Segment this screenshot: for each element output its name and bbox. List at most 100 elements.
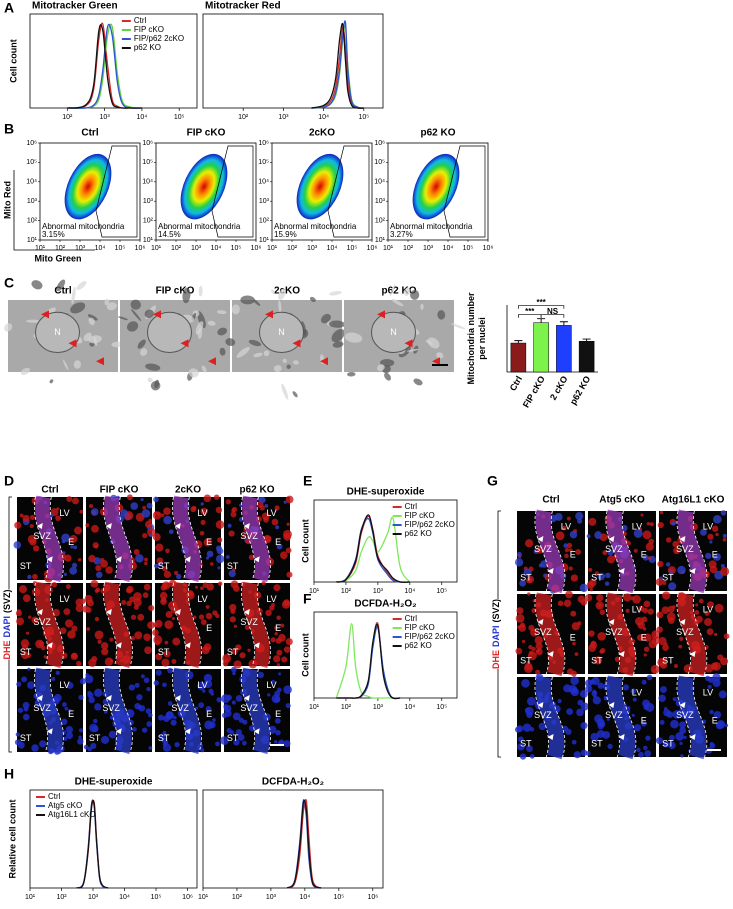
x-tick-label: 10³	[100, 114, 111, 121]
cell-signal	[85, 523, 90, 528]
cell-signal	[715, 532, 719, 537]
region-label: ST	[591, 739, 603, 749]
image-title: p62 KO	[239, 485, 274, 496]
cell-signal	[521, 678, 530, 688]
y-tick-label: 10⁶	[142, 140, 153, 147]
cell-signal	[161, 658, 170, 667]
dashed-boundary	[605, 510, 620, 592]
cell-signal	[712, 673, 721, 682]
cell-signal	[566, 668, 574, 675]
cell-signal	[134, 702, 141, 710]
cell-signal	[668, 741, 676, 750]
cell-signal	[88, 658, 97, 667]
cell-signal	[206, 550, 214, 558]
region-label: ST	[591, 573, 603, 583]
cell-signal	[633, 548, 638, 553]
cell-signal	[283, 500, 287, 504]
em-texture	[391, 298, 404, 307]
em-texture	[436, 352, 444, 359]
x-tick-label: 10²	[341, 704, 352, 711]
svz-band	[677, 592, 707, 677]
em-texture	[347, 371, 356, 377]
em-texture	[390, 283, 396, 297]
region-label: E	[641, 632, 647, 642]
cell-signal	[597, 572, 606, 581]
cell-signal	[174, 741, 180, 748]
cell-signal	[90, 742, 97, 750]
cell-signal	[88, 504, 94, 509]
dashed-boundary	[621, 510, 637, 592]
gate	[211, 145, 254, 238]
cell-signal	[704, 618, 713, 627]
region-label: ST	[662, 573, 674, 583]
cell-signal	[148, 746, 153, 750]
cell-signal	[217, 581, 223, 587]
cell-signal	[143, 633, 151, 642]
x-tick-label: 10³	[75, 245, 86, 252]
cell-signal	[70, 652, 79, 661]
x-tick-label: 10⁵	[436, 588, 447, 595]
cell-signal	[198, 702, 205, 709]
cell-signal	[202, 689, 206, 693]
cell-signal	[101, 648, 109, 656]
cell-signal	[160, 513, 165, 518]
cell-signal	[120, 509, 128, 517]
svz-band	[677, 675, 707, 760]
chart-title: Mitotracker Green	[32, 1, 118, 12]
gate-annotation: Abnormal mitochondria	[390, 222, 473, 231]
cell-signal	[27, 534, 37, 544]
em-texture	[76, 281, 87, 290]
x-tick-label: 10⁴	[95, 245, 106, 252]
cell-signal	[527, 651, 537, 661]
em-texture	[240, 295, 255, 305]
region-label: ST	[227, 647, 239, 657]
cell-signal	[21, 644, 29, 651]
cell-signal	[75, 604, 84, 613]
dashed-boundary	[605, 593, 620, 675]
cell-signal	[215, 506, 223, 514]
cell-signal	[517, 743, 525, 751]
region-label: SVZ	[33, 531, 51, 541]
em-texture	[413, 378, 423, 386]
region-label: SVZ	[240, 531, 258, 541]
region-label: SVZ	[102, 703, 120, 713]
cell-signal	[130, 636, 136, 641]
axis-arrow	[13, 170, 95, 251]
panel-letter: F	[303, 591, 312, 607]
cell-signal	[283, 740, 291, 748]
panel-letter: D	[4, 473, 14, 489]
red-arrow	[432, 357, 440, 366]
cell-signal	[281, 656, 288, 663]
em-texture	[253, 299, 261, 306]
cell-signal	[205, 612, 213, 620]
em-texture	[140, 348, 148, 356]
legend-label: Ctrl	[134, 16, 147, 25]
cell-signal	[129, 596, 136, 603]
em-texture	[88, 317, 95, 326]
em-texture	[377, 364, 385, 372]
x-tick-label: 2 cKO	[548, 374, 570, 402]
cell-signal	[134, 682, 140, 688]
region-label: LV	[197, 508, 207, 518]
cell-signal	[78, 728, 84, 733]
cell-signal	[667, 617, 675, 624]
cell-signal	[17, 741, 25, 749]
cell-signal	[597, 632, 606, 641]
cell-signal	[147, 621, 155, 630]
cell-signal	[31, 616, 39, 624]
cell-signal	[276, 663, 281, 667]
significance-bracket	[540, 314, 565, 318]
arrow	[243, 695, 250, 702]
x-tick-label: 10³	[307, 245, 318, 252]
cell-signal	[643, 653, 647, 657]
cell-signal	[61, 533, 70, 543]
cell-signal	[27, 574, 32, 580]
panel-letter: G	[487, 473, 498, 489]
legend-label: Ctrl	[405, 502, 418, 511]
cell-signal	[133, 549, 140, 556]
cell-signal	[642, 530, 652, 540]
cell-signal	[605, 572, 611, 579]
panel-letter: A	[4, 0, 14, 16]
cell-signal	[212, 610, 218, 616]
series-line	[286, 799, 322, 889]
